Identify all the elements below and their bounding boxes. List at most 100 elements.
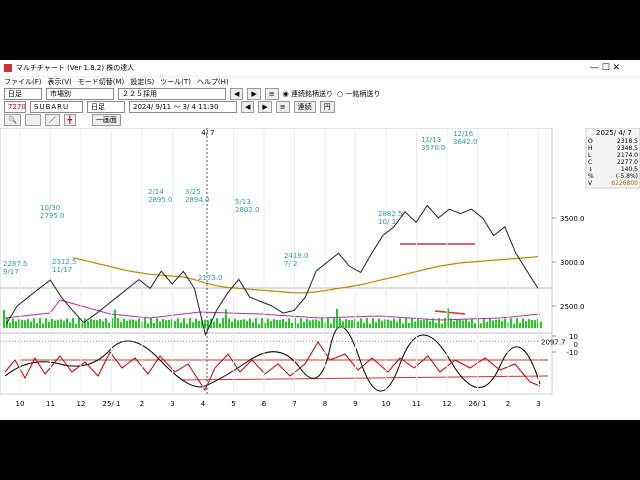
volume-bar [162,318,164,328]
info-key: % [588,173,594,180]
annotation: 11/17 [52,266,72,274]
menu-item[interactable]: モード切替(M) [77,77,125,86]
group-select[interactable]: ２２５採用 [118,87,226,100]
volume-bar [360,318,362,328]
volume-bar [69,322,71,328]
volume-bar [369,323,371,328]
period-select[interactable]: 日足 [4,87,42,100]
title-bar: マルチチャート (Ver 1.8.2) 株の達人 — ☐ ✕ [0,60,640,77]
volume-bar [336,308,338,328]
volume-bar [117,318,119,328]
volume-bar [186,323,188,328]
list-button[interactable]: ≡ [275,100,290,113]
next-button[interactable]: ▶ [258,100,272,113]
period-select-2[interactable]: 日足 [87,100,125,113]
info-value: 6226800 [611,180,638,187]
volume-bar [273,319,275,328]
volume-bar [375,322,377,328]
oscillator-signal [4,326,541,392]
volume-bar [492,320,494,328]
annotation: 2882.5 [378,210,403,218]
volume-bar [60,319,62,328]
prev-button[interactable]: ◀ [241,100,255,113]
volume-bar [342,321,344,328]
volume-bar [519,322,521,328]
osc-tick-label: 10 [569,333,578,341]
volume-bar [84,318,86,328]
volume-bar [207,320,209,328]
annotation: 2802.0 [235,206,260,214]
volume-bar [27,318,29,328]
volume-bar [192,322,194,328]
volume-bar [393,318,395,328]
menu-item[interactable]: 設定(S) [130,77,155,86]
month-label: 9 [353,400,357,408]
toolbar-3: 🔍 ／ ╋ 一画面 [0,113,640,127]
volume-bar [459,319,461,328]
annotation: 12/16 [453,130,474,138]
line-tool[interactable]: ／ [44,114,60,126]
volume-bar [435,322,437,328]
menu-item[interactable]: ツール(T) [160,77,191,86]
volume-bar [501,320,503,328]
info-value: 140.5 [621,166,638,173]
volume-bar [297,323,299,328]
menu-item[interactable]: ファイル(F) [4,77,42,86]
range-select[interactable]: 2024/ 9/11 ～ 3/ 4 11:30 [129,100,237,113]
month-label: 25/ 1 [103,400,121,408]
price-line [5,204,539,337]
prev-button[interactable]: ◀ [230,87,244,100]
cross-tool[interactable]: ╋ [63,114,76,126]
info-value: 2277.0 [617,159,638,166]
radio-single[interactable]: ○ 一銘柄送り [337,89,381,98]
month-label: 12 [77,400,86,408]
volume-bar [261,318,263,328]
volume-bar [153,322,155,328]
volume-bar [12,318,14,328]
volume-bar [441,323,443,328]
volume-bar [99,318,101,328]
month-label: 10 [382,400,391,408]
low-line-label: 2097.7 [541,338,566,346]
month-label: 5 [231,400,235,408]
annotation: 3642.0 [453,138,478,146]
volume-bar [246,320,248,328]
window-controls[interactable]: — ☐ ✕ [589,63,621,73]
next-button[interactable]: ▶ [247,87,261,100]
volume-bar [57,319,59,328]
blank-button[interactable] [24,114,41,126]
volume-bar [462,320,464,328]
ma-long [72,256,539,294]
info-key: L [588,152,592,159]
volume-bar [204,319,206,328]
list-button[interactable]: ≡ [264,87,279,100]
volume-bar [345,319,347,328]
volume-bar [159,321,161,328]
name-input[interactable]: SUBARU [30,100,83,113]
menu-item[interactable]: 表示(V) [47,77,72,86]
menu-item[interactable]: ヘルプ(H) [196,77,229,86]
volume-bar [216,318,218,328]
renzoku-button[interactable]: 連続 [293,100,316,113]
radio-continuous[interactable]: ◉ 連続銘柄送り [282,89,333,98]
volume-bar [381,320,383,328]
volume-bar [453,320,455,328]
app-icon [4,64,12,72]
info-key: C [588,159,592,166]
volume-bar [3,310,5,328]
volume-bar [411,318,413,328]
month-label: 7 [292,400,296,408]
volume-bar [276,319,278,328]
menu-bar: ファイル(F) 表示(V) モード切替(M) 設定(S) ツール(T) ヘルプ(H) [0,76,640,87]
info-value: 2174.0 [617,152,638,159]
one-screen-button[interactable]: 一画面 [91,114,121,126]
yen-button[interactable]: 円 [319,100,335,113]
zoom-button[interactable]: 🔍 [4,114,21,126]
market-select[interactable]: 市場別 [46,87,114,100]
drawn-line [181,375,549,381]
code-input[interactable]: 7270 [4,100,26,113]
annotation: 2419.0 [284,252,309,260]
volume-bar [282,318,284,328]
info-key: ↓ [588,166,593,173]
